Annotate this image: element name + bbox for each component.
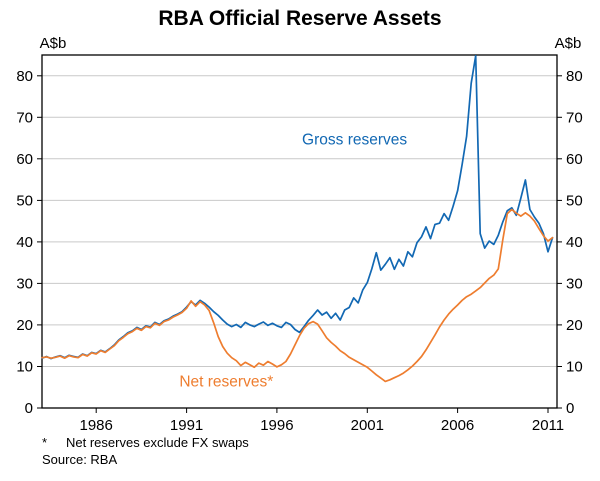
y-tick-label-left: 30	[16, 275, 33, 292]
x-tick-label: 2006	[441, 417, 474, 434]
x-tick-label: 1996	[260, 417, 293, 434]
series-annotation: Net reserves*	[179, 373, 273, 390]
footnote-marker: *	[42, 435, 47, 450]
y-tick-label-right: 20	[566, 317, 583, 334]
x-tick-label: 1986	[80, 417, 113, 434]
y-tick-label-right: 30	[566, 275, 583, 292]
y-tick-label-left: 80	[16, 68, 33, 85]
plot-frame	[41, 54, 558, 409]
y-tick-label-left: 10	[16, 359, 33, 376]
y-tick-label-right: 70	[566, 109, 583, 126]
plot-frame-group	[41, 54, 558, 409]
y-axis-unit-right: A$b	[555, 35, 582, 52]
y-tick-label-right: 50	[566, 192, 583, 209]
x-tick-label: 1991	[170, 417, 203, 434]
y-tick-label-right: 10	[566, 359, 583, 376]
series-line-net-reserves	[41, 208, 554, 383]
y-tick-label-left: 50	[16, 192, 33, 209]
series-line-gross-reserves	[41, 54, 554, 360]
axis-ticks-group	[37, 75, 562, 413]
footnote-text: Net reserves exclude FX swaps	[66, 435, 249, 450]
y-tick-label-left: 0	[25, 400, 33, 417]
y-tick-label-left: 70	[16, 109, 33, 126]
y-tick-label-left: 60	[16, 151, 33, 168]
x-tick-label: 2001	[351, 417, 384, 434]
y-axis-unit-left: A$b	[40, 35, 67, 52]
gridlines-group	[42, 75, 557, 367]
series-annotation: Gross reserves	[302, 131, 407, 148]
annotations-group: Gross reserves Net reserves*	[179, 131, 407, 390]
y-tick-label-left: 40	[16, 234, 33, 251]
y-tick-label-right: 60	[566, 151, 583, 168]
y-tick-label-right: 0	[566, 400, 574, 417]
x-tick-label: 2011	[532, 417, 564, 434]
chart-title: RBA Official Reserve Assets	[158, 7, 441, 30]
y-tick-label-right: 40	[566, 234, 583, 251]
y-tick-label-right: 80	[566, 68, 583, 85]
axis-labels-group: 0 0 10 10 20 20 30 30 40 40 50 50 60 60 70 70 80 80 1986 19…	[16, 68, 582, 434]
series-lines-group	[41, 54, 554, 383]
source-text: Source: RBA	[42, 452, 117, 467]
y-tick-label-left: 20	[16, 317, 33, 334]
